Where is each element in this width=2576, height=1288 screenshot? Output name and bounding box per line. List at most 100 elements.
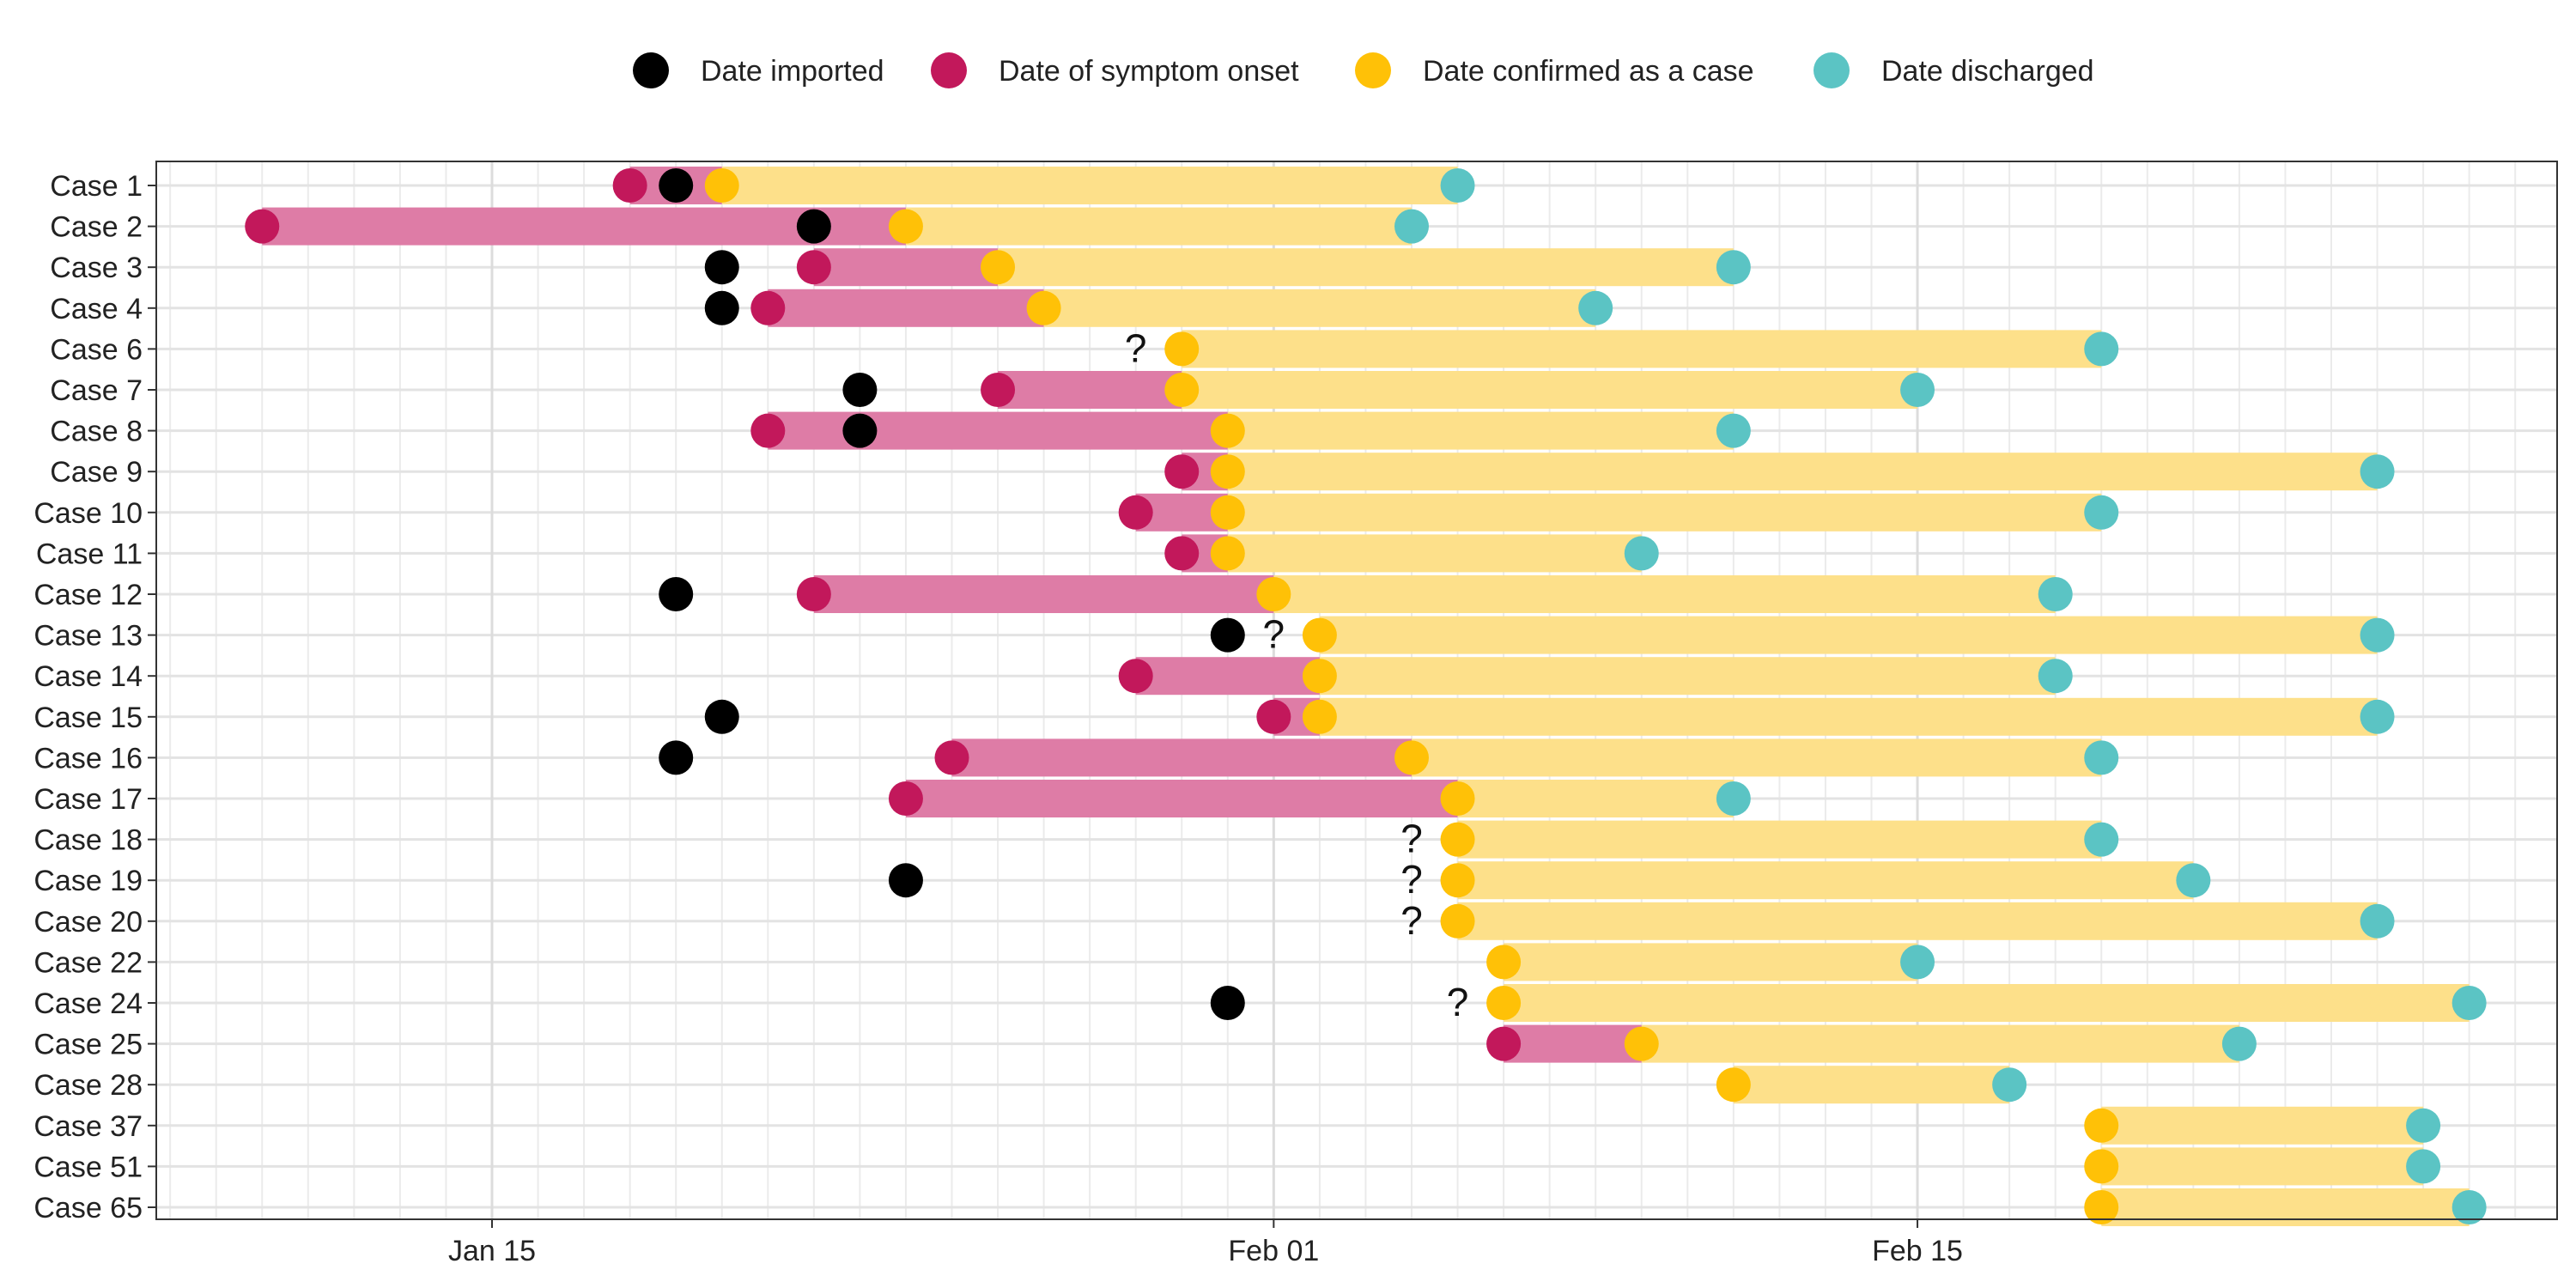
y-axis: Case 1 Case 2 Case 3 Case 4 Case 6 Case 7 Case… [33,170,156,1224]
event-points [245,168,2487,1224]
point-discharged [1900,945,1935,980]
y-tick-label: Case 10 [33,497,143,530]
bar-confirmed-to-discharged [2101,1147,2424,1186]
point-imported [659,577,694,611]
point-onset [934,740,969,775]
point-confirmed [1440,903,1475,939]
bar-onset-to-confirmed [998,371,1182,409]
point-confirmed [704,168,739,203]
bar-confirmed-to-discharged [1319,616,2378,654]
interval-bars [262,167,2470,1226]
point-discharged [2038,577,2073,611]
point-imported [704,290,739,325]
legend-label-discharged: Date discharged [1881,55,2094,88]
bar-onset-to-confirmed [1504,1024,1642,1063]
x-tick-label: Jan 15 [448,1235,536,1267]
unknown-onset-mark: ? [1125,325,1147,370]
y-tick-label: Case 1 [50,170,143,203]
point-confirmed [1210,495,1245,530]
point-imported [659,168,694,203]
legend-label-onset: Date of symptom onset [999,55,1299,88]
legend-key-discharged [1814,52,1850,88]
y-tick-label: Case 24 [33,987,143,1020]
y-tick-label: Case 13 [33,620,143,653]
point-onset [1256,699,1291,734]
point-confirmed [1302,617,1337,653]
point-onset [1164,536,1200,571]
bar-confirmed-to-discharged [1182,371,1918,409]
unknown-onset-mark: ? [1447,980,1469,1024]
y-tick-label: Case 25 [33,1029,143,1061]
point-imported [659,740,694,775]
point-confirmed [2084,1108,2119,1143]
point-onset [796,250,831,285]
point-onset [888,781,923,816]
point-confirmed [1486,945,1522,980]
y-tick-label: Case 14 [33,660,143,693]
point-onset [750,413,786,448]
bar-onset-to-confirmed [813,248,999,287]
point-onset [981,373,1016,407]
point-imported [1210,986,1245,1020]
bar-confirmed-to-discharged [1273,575,2056,613]
point-discharged [1624,536,1659,571]
point-discharged [2221,1026,2257,1061]
point-discharged [1716,413,1751,448]
y-tick-label: Case 12 [33,579,143,611]
bar-confirmed-to-discharged [1504,984,2470,1022]
y-tick-label: Case 22 [33,946,143,979]
point-confirmed [1440,822,1475,857]
legend-label-confirmed: Date confirmed as a case [1423,55,1754,88]
bar-confirmed-to-discharged [1319,697,2378,736]
point-discharged [1394,209,1429,244]
point-discharged [2038,659,2073,694]
bar-confirmed-to-discharged [1319,657,2056,696]
point-discharged [2406,1108,2441,1143]
legend: Date imported Date of symptom onset Date c… [633,52,2094,88]
point-imported [888,863,923,898]
point-discharged [1716,781,1751,816]
bar-onset-to-confirmed [1135,657,1320,696]
point-discharged [1900,373,1935,407]
y-tick-label: Case 6 [50,333,143,366]
point-discharged [2176,863,2211,898]
bar-onset-to-confirmed [768,411,1228,450]
bar-onset-to-confirmed [951,738,1412,777]
point-imported [796,209,831,244]
y-tick-label: Case 17 [33,783,143,816]
x-tick-label: Feb 15 [1872,1235,1963,1267]
bar-confirmed-to-discharged [1227,411,1734,450]
point-discharged [1992,1067,2027,1103]
point-onset [1164,454,1200,489]
point-onset [245,209,280,244]
point-discharged [1716,250,1751,285]
bar-confirmed-to-discharged [1733,1066,2010,1104]
point-discharged [2084,740,2119,775]
unknown-onset-markers: ?????? [1125,325,1468,1024]
y-tick-label: Case 37 [33,1110,143,1143]
point-confirmed [2084,1190,2119,1224]
point-onset [796,577,831,611]
bar-confirmed-to-discharged [998,248,1734,287]
point-discharged [2406,1149,2441,1184]
bar-confirmed-to-discharged [1227,493,2102,532]
y-tick-label: Case 19 [33,865,143,897]
legend-key-imported [633,52,669,88]
y-tick-label: Case 2 [50,211,143,244]
x-tick-label: Feb 01 [1228,1235,1319,1267]
y-tick-label: Case 7 [50,374,143,407]
legend-label-imported: Date imported [701,55,884,88]
point-discharged [2084,331,2119,367]
point-onset [1118,659,1153,694]
point-confirmed [1440,863,1475,898]
point-confirmed [1394,740,1429,775]
point-confirmed [1440,781,1475,816]
y-tick-label: Case 51 [33,1151,143,1183]
y-tick-label: Case 20 [33,906,143,939]
point-onset [1118,495,1153,530]
point-onset [1486,1026,1522,1061]
legend-key-onset [931,52,967,88]
y-tick-label: Case 28 [33,1069,143,1102]
point-onset [750,290,786,325]
